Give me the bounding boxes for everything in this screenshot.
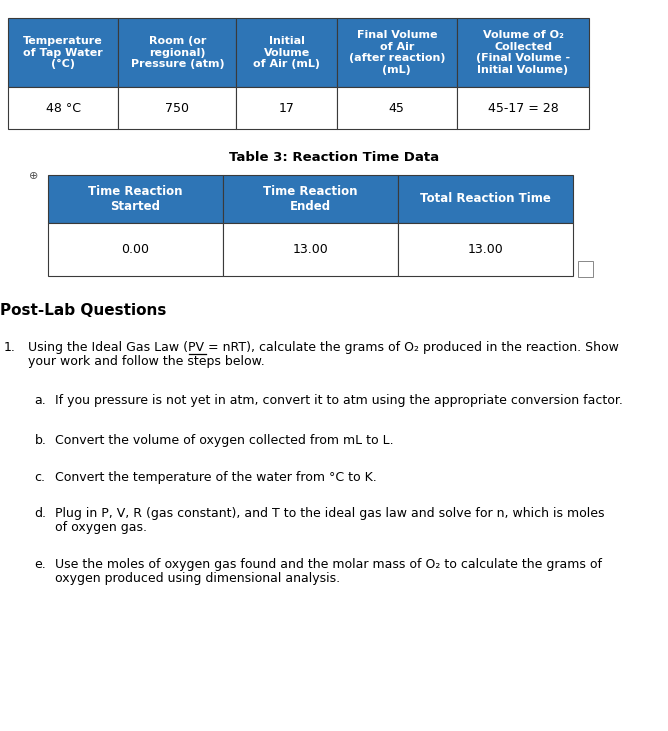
Text: Convert the temperature of the water from °C to K.: Convert the temperature of the water fro… — [55, 471, 377, 484]
Bar — [223, 175, 398, 223]
Bar — [48, 223, 223, 276]
Text: Post-Lab Questions: Post-Lab Questions — [0, 303, 166, 319]
Bar — [337, 87, 457, 129]
Text: Final Volume
of Air
(after reaction)
(mL): Final Volume of Air (after reaction) (mL… — [349, 30, 445, 75]
Bar — [398, 223, 573, 276]
Bar — [578, 261, 593, 277]
Text: oxygen produced using dimensional analysis.: oxygen produced using dimensional analys… — [55, 572, 340, 586]
Text: If you pressure is not yet in atm, convert it to atm using the appropriate conve: If you pressure is not yet in atm, conve… — [55, 394, 623, 407]
Bar — [398, 175, 573, 223]
Text: 48 °C: 48 °C — [45, 102, 81, 115]
Text: 45-17 = 28: 45-17 = 28 — [488, 102, 558, 115]
Bar — [48, 175, 223, 223]
Text: Time Reaction
Started: Time Reaction Started — [88, 185, 183, 213]
Text: Initial
Volume
of Air (mL): Initial Volume of Air (mL) — [253, 36, 320, 69]
Text: d.: d. — [35, 507, 47, 520]
Text: e.: e. — [35, 558, 47, 572]
Bar — [118, 87, 236, 129]
Text: Plug in P, V, R (gas constant), and T to the ideal gas law and solve for n, whic: Plug in P, V, R (gas constant), and T to… — [55, 507, 605, 520]
Text: a.: a. — [35, 394, 47, 407]
Text: b.: b. — [35, 434, 47, 447]
Text: your work and follow the steps below.: your work and follow the steps below. — [28, 355, 265, 368]
Text: Volume of O₂
Collected
(Final Volume -
Initial Volume): Volume of O₂ Collected (Final Volume - I… — [476, 30, 570, 75]
Text: 0.00: 0.00 — [122, 243, 150, 256]
Text: ⊕: ⊕ — [29, 171, 38, 181]
Text: 17: 17 — [279, 102, 295, 115]
Bar — [236, 87, 337, 129]
Bar — [118, 18, 236, 87]
Bar — [223, 223, 398, 276]
Bar — [337, 18, 457, 87]
Bar — [457, 87, 589, 129]
Text: 1.: 1. — [3, 341, 15, 355]
Text: Temperature
of Tap Water
(°C): Temperature of Tap Water (°C) — [23, 36, 103, 69]
Text: Total Reaction Time: Total Reaction Time — [420, 192, 551, 205]
Text: 45: 45 — [389, 102, 405, 115]
Text: 13.00: 13.00 — [293, 243, 329, 256]
Text: Using the Ideal Gas Law (PV = nRT), calculate the grams of O₂ produced in the re: Using the Ideal Gas Law (PV = nRT), calc… — [28, 341, 619, 355]
Text: Room (or
regional)
Pressure (atm): Room (or regional) Pressure (atm) — [130, 36, 224, 69]
Text: Use the moles of oxygen gas found and the molar mass of O₂ to calculate the gram: Use the moles of oxygen gas found and th… — [55, 558, 602, 572]
Text: Table 3: Reaction Time Data: Table 3: Reaction Time Data — [229, 151, 439, 164]
Bar — [8, 87, 118, 129]
Text: c.: c. — [35, 471, 45, 484]
Text: Convert the volume of oxygen collected from mL to L.: Convert the volume of oxygen collected f… — [55, 434, 393, 447]
Text: of oxygen gas.: of oxygen gas. — [55, 521, 147, 534]
Bar — [236, 18, 337, 87]
Text: 13.00: 13.00 — [468, 243, 504, 256]
Text: 750: 750 — [166, 102, 189, 115]
Bar — [457, 18, 589, 87]
Text: Time Reaction
Ended: Time Reaction Ended — [263, 185, 358, 213]
Bar — [8, 18, 118, 87]
